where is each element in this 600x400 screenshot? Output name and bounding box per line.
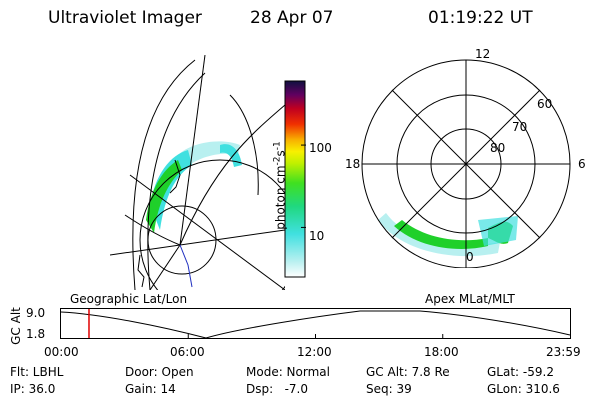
mlt-label-0: 0 bbox=[466, 250, 474, 264]
mlt-label-6: 6 bbox=[578, 157, 586, 171]
dsp-value: Dsp: -7.0 bbox=[246, 382, 309, 396]
mlat-label-70: 70 bbox=[512, 120, 528, 134]
mlt-label-18: 18 bbox=[345, 157, 361, 171]
glon-value: GLon: 310.6 bbox=[487, 382, 560, 396]
gc-alt-value: GC Alt: 7.8 Re bbox=[366, 365, 450, 379]
timeline-y-tick-max: 9.0 bbox=[26, 306, 46, 320]
colorbar-tick-10: 10 bbox=[309, 229, 325, 243]
door-value: Door: Open bbox=[125, 365, 194, 379]
polar-mlat-mlt-plot bbox=[361, 59, 571, 268]
mlat-label-80: 80 bbox=[490, 141, 506, 155]
date-label: 28 Apr 07 bbox=[250, 8, 334, 28]
timeline-left-title: Geographic Lat/Lon bbox=[70, 292, 188, 306]
ip-value: IP: 36.0 bbox=[10, 382, 56, 396]
timeline-plot bbox=[60, 308, 571, 339]
instrument-title: Ultraviolet Imager bbox=[48, 8, 202, 28]
filter-value: Flt: LBHL bbox=[10, 365, 64, 379]
mode-value: Mode: Normal bbox=[246, 365, 330, 379]
mlat-label-60: 60 bbox=[537, 97, 553, 111]
timeline-x-tick-0000: 00:00 bbox=[44, 345, 79, 359]
mlt-label-12: 12 bbox=[475, 47, 491, 61]
timeline-x-tick-0600: 06:00 bbox=[170, 345, 205, 359]
time-label: 01:19:22 UT bbox=[428, 8, 533, 28]
timeline-right-title: Apex MLat/MLT bbox=[425, 292, 515, 306]
colorbar-tick-100: 100 bbox=[309, 141, 332, 155]
color-bar bbox=[284, 80, 306, 278]
gain-value: Gain: 14 bbox=[125, 382, 176, 396]
timeline-y-label: GC Alt bbox=[9, 307, 23, 345]
seq-value: Seq: 39 bbox=[366, 382, 412, 396]
glat-value: GLat: -59.2 bbox=[487, 365, 554, 379]
timeline-y-tick-min: 1.8 bbox=[26, 327, 46, 341]
geographic-image bbox=[110, 55, 285, 290]
timeline-x-tick-1800: 18:00 bbox=[424, 345, 459, 359]
timeline-x-tick-2359: 23:59 bbox=[546, 345, 581, 359]
timeline-x-tick-1200: 12:00 bbox=[297, 345, 332, 359]
aurora-oval-polar bbox=[378, 213, 518, 257]
colorbar-units-label: photon cm-2s-1 bbox=[272, 141, 288, 230]
